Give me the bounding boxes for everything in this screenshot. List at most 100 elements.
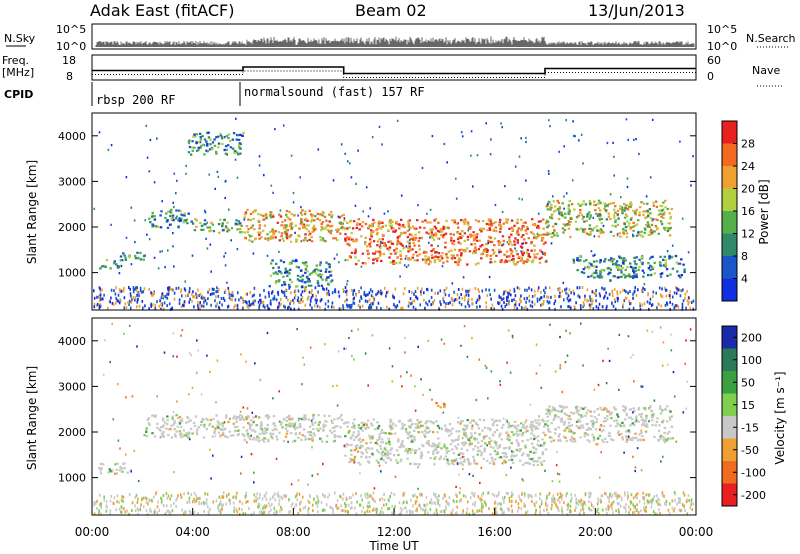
nave-line bbox=[92, 70, 696, 78]
colorbar-tick-label: -200 bbox=[741, 489, 766, 502]
time-xlabel: Time UT bbox=[368, 539, 419, 553]
y-tick-label: 4000 bbox=[58, 130, 86, 143]
heatmap-cells bbox=[188, 131, 242, 155]
heatmap-cells bbox=[572, 254, 685, 279]
heatmap-cells bbox=[347, 422, 546, 466]
power-colorbar-label: Power [dB] bbox=[757, 179, 771, 244]
heatmap-cells bbox=[545, 404, 674, 444]
colorbar-swatch bbox=[722, 143, 737, 166]
colorbar-swatch bbox=[722, 326, 737, 349]
heatmap-cells bbox=[249, 213, 344, 243]
ground-scatter bbox=[98, 491, 693, 516]
colorbar-swatch bbox=[722, 121, 737, 144]
colorbar-tick-label: 28 bbox=[741, 138, 755, 151]
x-tick-label: 04:00 bbox=[175, 525, 210, 539]
heatmap-cells bbox=[343, 418, 548, 467]
nsky-panel: N.Sky 10^5 10^0 10^5 10^0 N.Search bbox=[4, 23, 796, 53]
colorbar-tick-label: 4 bbox=[741, 273, 748, 286]
power-heatmap bbox=[93, 117, 695, 311]
heatmap-cells bbox=[193, 218, 241, 233]
nsky-activity-trace bbox=[95, 36, 695, 47]
heatmap-cells bbox=[151, 209, 193, 229]
heatmap-cells bbox=[243, 414, 346, 443]
x-tick-label: 08:00 bbox=[276, 525, 311, 539]
heatmap-cells bbox=[101, 260, 116, 268]
noise-cells bbox=[119, 325, 686, 478]
colorbar-frame bbox=[721, 325, 738, 507]
heatmap-cells bbox=[119, 251, 146, 258]
heatmap-cells bbox=[187, 133, 241, 156]
station-title: Adak East (fitACF) bbox=[90, 1, 234, 20]
heatmap-cells bbox=[269, 261, 333, 289]
heatmap-cells bbox=[346, 218, 548, 266]
beam-title: Beam 02 bbox=[355, 1, 427, 20]
heatmap-cells bbox=[260, 417, 304, 431]
noise-cells bbox=[109, 322, 662, 483]
heatmap-cells bbox=[549, 199, 673, 239]
colorbar-tick-label: -15 bbox=[741, 421, 759, 434]
x-tick-label: 20:00 bbox=[578, 525, 613, 539]
heatmap-cells bbox=[98, 462, 133, 475]
power-panel: 1000 2000 3000 4000 Slant Range [km] 4 8 12 16… bbox=[25, 112, 771, 311]
freq-panel: Freq. [MHz] 18 8 60 0 Nave bbox=[2, 54, 783, 87]
heatmap-cells bbox=[572, 255, 674, 279]
colorbar-swatch bbox=[722, 233, 737, 256]
y-tick-label: 4000 bbox=[58, 335, 86, 348]
heatmap-cells bbox=[243, 208, 345, 243]
ground-scatter bbox=[93, 491, 694, 516]
y-tick-label: 2000 bbox=[58, 221, 86, 234]
date-title: 13/Jun/2013 bbox=[588, 1, 685, 20]
colorbar-tick-label: 100 bbox=[741, 354, 762, 367]
noise-cells bbox=[112, 324, 676, 490]
heatmap-cells bbox=[243, 210, 346, 243]
velocity-colorbar: 200 100 50 15 -15 -50 -100 -200 bbox=[721, 325, 766, 507]
nsky-label: N.Sky bbox=[4, 32, 36, 45]
heatmap-cells bbox=[104, 263, 120, 269]
heatmap-cells bbox=[436, 403, 446, 409]
power-y-axis: 1000 2000 3000 4000 bbox=[58, 130, 696, 280]
colorbar-tick-label: 8 bbox=[741, 250, 748, 263]
velocity-ylabel: Slant Range [km] bbox=[25, 366, 39, 470]
velocity-heatmap bbox=[93, 322, 695, 516]
heatmap-cells bbox=[127, 254, 131, 259]
nsky-bars bbox=[95, 36, 695, 47]
time-x-axis: 00:00 04:00 08:00 12:00 16:00 20:00 00:00 bbox=[75, 508, 714, 539]
x-tick-label: 00:00 bbox=[75, 525, 110, 539]
cpid-panel: CPID rbsp 200 RF normalsound (fast) 157 … bbox=[4, 82, 425, 107]
ground-scatter bbox=[93, 491, 695, 516]
y-tick-label: 3000 bbox=[58, 175, 86, 188]
nsky-tick-top: 10^5 bbox=[56, 23, 86, 36]
colorbar-tick-label: 12 bbox=[741, 228, 755, 241]
heatmap-cells bbox=[545, 199, 672, 237]
heatmap-cells bbox=[108, 468, 112, 473]
noise-cells bbox=[111, 322, 673, 490]
freq-tick-bottom: 8 bbox=[66, 70, 73, 83]
nsky-tick-bottom: 10^0 bbox=[56, 40, 86, 53]
colorbar-swatch bbox=[722, 211, 737, 234]
velocity-colorbar-label: Velocity [m s⁻¹] bbox=[773, 371, 787, 464]
colorbar-tick-label: 20 bbox=[741, 183, 755, 196]
nave-tick-top: 60 bbox=[707, 54, 721, 67]
colorbar-tick-label: -50 bbox=[741, 444, 759, 457]
nave-label: Nave bbox=[752, 64, 780, 77]
heatmap-cells bbox=[576, 254, 686, 279]
x-tick-label: 12:00 bbox=[377, 525, 412, 539]
power-colorbar: 4 8 12 16 20 24 28 bbox=[721, 120, 755, 302]
ground-scatter bbox=[93, 286, 692, 311]
colorbar-swatch bbox=[722, 371, 737, 394]
freq-label-1: Freq. bbox=[2, 54, 29, 67]
heatmap-cells bbox=[149, 213, 195, 228]
colorbar-swatch bbox=[722, 416, 737, 439]
colorbar-swatch bbox=[722, 348, 737, 371]
heatmap-cells bbox=[114, 463, 124, 473]
nsearch-tick-top: 10^5 bbox=[707, 23, 737, 36]
cpid-segment-1: rbsp 200 RF bbox=[96, 93, 175, 107]
heatmap-cells bbox=[113, 472, 117, 475]
colorbar-tick-label: 50 bbox=[741, 376, 755, 389]
y-tick-label: 3000 bbox=[58, 380, 86, 393]
x-tick-label: 00:00 bbox=[679, 525, 714, 539]
noise-cells bbox=[102, 330, 688, 476]
ground-scatter bbox=[93, 286, 695, 311]
frequency-line bbox=[92, 66, 696, 75]
